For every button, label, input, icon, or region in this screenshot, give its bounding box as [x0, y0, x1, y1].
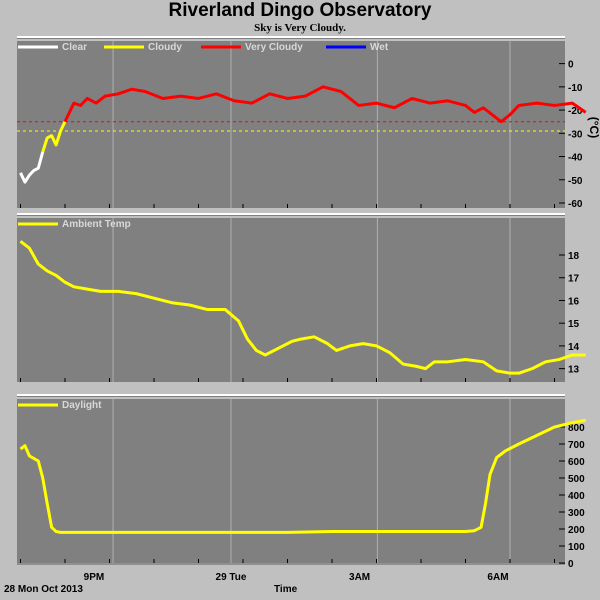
y-tick-label: -10	[568, 83, 583, 94]
y-tick-label: 15	[568, 319, 580, 330]
y-tick-label: 700	[568, 440, 585, 451]
x-tick-label: 3AM	[349, 572, 370, 583]
legend-label: Very Cloudy	[245, 42, 303, 53]
y-tick-label: 16	[568, 296, 580, 307]
sky-temp-series-line	[63, 85, 587, 124]
y-tick-label: 0	[568, 559, 574, 570]
ambient-series-line	[19, 240, 586, 375]
y-tick-label: 0	[568, 60, 574, 71]
sky-status-subtitle: Sky is Very Cloudy.	[254, 22, 346, 34]
y-tick-label: -30	[568, 129, 583, 140]
sky-temp-series-line	[19, 151, 45, 184]
y-tick-label: -60	[568, 199, 583, 210]
legend-label: Clear	[62, 42, 87, 53]
panel-background	[17, 395, 565, 563]
y-tick-label: 17	[568, 274, 580, 285]
legend-label: Cloudy	[148, 42, 182, 53]
daylight-series-line	[19, 418, 586, 534]
panel-daylight: 0 100 200 300 400 500 600 700 800 Daylight	[17, 394, 586, 570]
y-tick-label: 400	[568, 491, 585, 502]
y-axis-unit-label: (°C)	[587, 117, 600, 138]
panel-sky: 0 -10 -20 -30 -40 -50 -60 Clear Cloudy Very Cloud…	[17, 36, 600, 210]
x-tick-label: 29 Tue	[216, 572, 247, 583]
y-tick-label: -40	[568, 153, 583, 164]
y-tick-label: -50	[568, 176, 583, 187]
y-tick-label: 13	[568, 365, 580, 376]
x-tick-label: 6AM	[487, 572, 508, 583]
legend-label: Wet	[370, 42, 389, 53]
x-tick-label: 9PM	[84, 572, 105, 583]
legend-label: Ambient Temp	[62, 219, 131, 230]
sky-temp-series-line	[41, 121, 67, 153]
y-tick-label: 200	[568, 525, 585, 536]
y-tick-label: 18	[568, 251, 580, 262]
y-tick-label: 100	[568, 542, 585, 553]
y-tick-label: 14	[568, 342, 580, 353]
legend-label: Daylight	[62, 400, 102, 411]
panel-background	[17, 37, 565, 208]
y-tick-label: 800	[568, 423, 585, 434]
y-tick-label: -20	[568, 106, 583, 117]
y-tick-label: 600	[568, 457, 585, 468]
y-tick-label: 300	[568, 508, 585, 519]
panel-ambient: 13 14 15 16 17 18 Ambient Temp	[17, 213, 586, 382]
page-title: Riverland Dingo Observatory	[168, 0, 432, 21]
time-axis-label: Time	[274, 584, 298, 595]
y-tick-label: 500	[568, 474, 585, 485]
panel-background	[17, 214, 565, 382]
date-label: 28 Mon Oct 2013	[4, 584, 83, 595]
